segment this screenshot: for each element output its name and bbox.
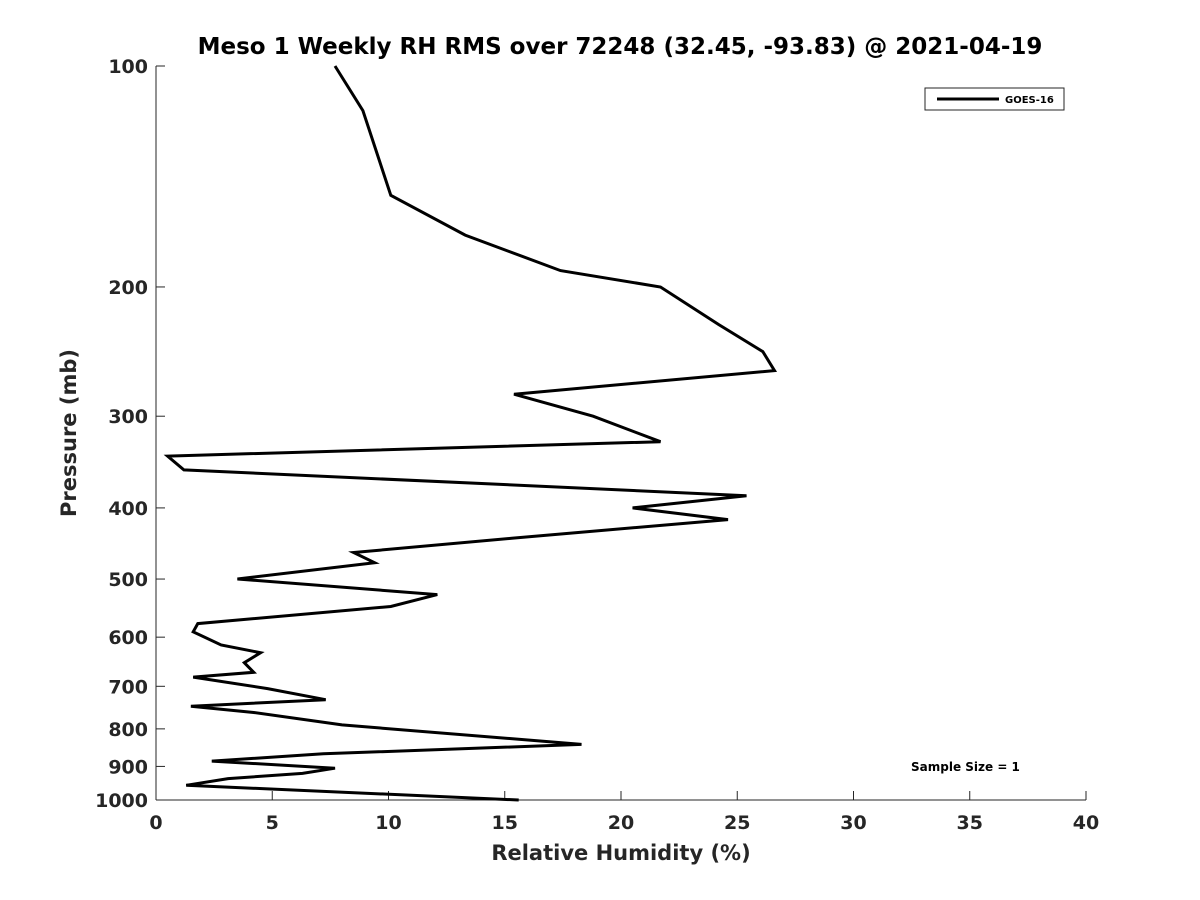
legend-label-goes-16: GOES-16 [1005, 95, 1054, 106]
x-tick-label: 40 [1073, 812, 1099, 834]
x-tick-label: 20 [608, 812, 634, 834]
x-tick-label: 5 [266, 812, 279, 834]
x-tick-label: 35 [957, 812, 983, 834]
x-tick-label: 15 [492, 812, 518, 834]
x-tick-label: 0 [149, 812, 162, 834]
y-ticks: 100 200 300 400 500 600 700 800 900 1000 [95, 56, 165, 812]
y-axis-label: Pressure (mb) [57, 349, 81, 517]
y-tick-label: 300 [108, 406, 148, 428]
y-tick-label: 800 [108, 719, 148, 741]
y-tick-label: 900 [108, 756, 148, 778]
y-tick-label: 200 [108, 277, 148, 299]
y-tick-label: 1000 [95, 790, 148, 812]
x-tick-label: 10 [375, 812, 401, 834]
sample-size-annotation: Sample Size = 1 [911, 760, 1020, 774]
plot-lines [163, 65, 778, 802]
x-tick-label: 30 [840, 812, 866, 834]
x-tick-label: 25 [724, 812, 750, 834]
y-tick-label: 100 [108, 56, 148, 78]
y-tick-label: 400 [108, 498, 148, 520]
chart-title: Meso 1 Weekly RH RMS over 72248 (32.45, … [198, 34, 1043, 60]
y-tick-label: 500 [108, 569, 148, 591]
series-line-goes-16 [163, 65, 778, 802]
legend: GOES-16 [924, 87, 1065, 111]
x-ticks: 0 5 10 15 20 25 30 35 40 [149, 791, 1099, 834]
y-tick-label: 600 [108, 627, 148, 649]
x-axis-label: Relative Humidity (%) [491, 841, 750, 865]
y-tick-label: 700 [108, 676, 148, 698]
